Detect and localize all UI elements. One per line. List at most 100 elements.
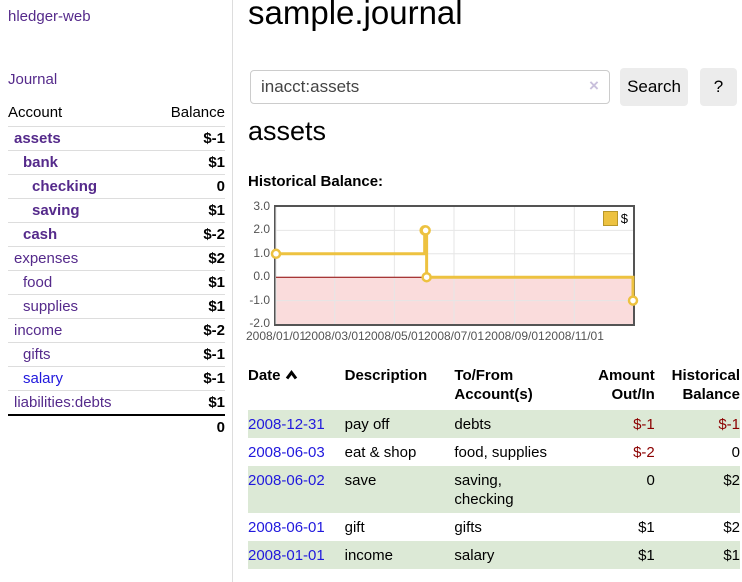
y-axis-tick-label: -2.0 [249, 316, 270, 330]
legend-label: $ [620, 211, 628, 226]
account-link-liabilities-debts[interactable]: liabilities:debts [14, 394, 112, 411]
transaction-balance: $2 [723, 472, 740, 489]
transaction-description: save [344, 472, 377, 489]
register-table: Date Description To/From Account(s) Amou… [248, 364, 740, 569]
account-link-cash[interactable]: cash [23, 226, 58, 243]
column-header-balance: Historical Balance [671, 367, 740, 403]
historical-balance-chart: $ 3.0 2.0 1.0 0.0 -1.0 -2.0 2008/01/01 2008/03/… [245, 199, 742, 350]
search-input[interactable] [250, 70, 610, 104]
accounts-table: Account Balance assets $-1 bank $1 check… [8, 101, 225, 439]
account-link-gifts[interactable]: gifts [23, 346, 51, 363]
register-row: 2008-06-03 eat & shop food, supplies $-2… [248, 438, 740, 466]
account-row: saving $1 [8, 198, 225, 223]
accounts-total-row: 0 [8, 414, 225, 439]
account-title: assets [248, 116, 327, 146]
account-row: supplies $1 [8, 294, 225, 319]
accounts-total-value: 0 [150, 414, 225, 439]
account-balance: $1 [150, 390, 225, 415]
y-axis-tick-label: -1.0 [249, 292, 270, 307]
account-balance: $1 [150, 294, 225, 319]
sidebar-item-journal[interactable]: Journal [8, 71, 58, 88]
transaction-amount: $1 [638, 519, 655, 536]
account-link-saving[interactable]: saving [32, 202, 80, 219]
account-balance: $-2 [150, 222, 225, 247]
transaction-date-link[interactable]: 2008-01-01 [248, 547, 325, 564]
accounts-header-balance: Balance [170, 104, 225, 121]
account-row: cash $-2 [8, 222, 225, 247]
column-header-amount: Amount Out/In [598, 367, 655, 403]
account-link-salary[interactable]: salary [23, 370, 64, 387]
transaction-amount: $-2 [633, 444, 655, 461]
x-axis-tick-label: 2008/07/01 [423, 329, 485, 343]
account-row: liabilities:debts $1 [8, 390, 225, 415]
x-axis-tick-label: 2008/09/01 [484, 329, 545, 343]
x-axis-tick-label: 2008/03/01 [304, 329, 365, 343]
account-balance: $1 [150, 150, 225, 175]
column-header-date[interactable]: Date [248, 364, 345, 410]
x-axis-tick-label: 2008/01/01 [245, 329, 307, 343]
transaction-balance: $2 [723, 519, 740, 536]
transaction-accounts: gifts [454, 519, 482, 536]
brand-link[interactable]: hledger-web [8, 8, 91, 25]
transaction-date-link[interactable]: 2008-06-02 [248, 472, 325, 489]
register-row: 2008-12-31 pay off debts $-1 $-1 [248, 410, 740, 438]
account-row: gifts $-1 [8, 342, 225, 367]
sidebar: hledger-web Journal Account Balance asse… [0, 0, 233, 582]
register-row: 2008-01-01 income salary $1 $1 [248, 541, 740, 569]
clear-search-icon[interactable]: × [589, 76, 599, 95]
column-header-accounts: To/From Account(s) [454, 367, 533, 403]
account-balance: $1 [150, 270, 225, 295]
x-axis-tick-label: 2008/11/01 [544, 329, 604, 343]
transaction-accounts: saving, checking [454, 472, 514, 508]
transaction-description: gift [344, 519, 365, 536]
account-row: food $1 [8, 270, 225, 295]
account-link-bank[interactable]: bank [23, 154, 59, 171]
account-balance: $-1 [150, 342, 225, 367]
account-row: bank $1 [8, 150, 225, 175]
account-row: checking 0 [8, 174, 225, 199]
x-axis-tick-label: 2008/05/01 [364, 329, 425, 343]
search-form: × Search ? [248, 68, 742, 108]
account-balance: 0 [150, 174, 225, 199]
chart-legend: $ [602, 211, 628, 226]
search-button[interactable]: Search [620, 68, 688, 106]
help-button[interactable]: ? [700, 68, 737, 106]
transaction-description: eat & shop [344, 444, 417, 461]
column-header-date-label: Date [248, 367, 281, 384]
account-balance: $-1 [150, 366, 225, 391]
transaction-accounts: food, supplies [454, 444, 547, 461]
chart-label: Historical Balance: [248, 173, 384, 190]
account-balance: $-1 [150, 126, 225, 151]
register-header-row: Date Description To/From Account(s) Amou… [248, 364, 740, 410]
transaction-description: income [344, 547, 393, 564]
accounts-header-account: Account [8, 104, 63, 121]
account-link-supplies[interactable]: supplies [23, 298, 79, 315]
transaction-date-link[interactable]: 2008-06-03 [248, 444, 325, 461]
account-balance: $2 [150, 246, 225, 271]
account-link-expenses[interactable]: expenses [14, 250, 79, 267]
account-link-checking[interactable]: checking [32, 178, 98, 195]
legend-swatch-icon [602, 211, 618, 226]
account-balance: $1 [150, 198, 225, 223]
chart-plot-area: $ [270, 205, 639, 326]
page-title: sample.journal [248, 0, 463, 31]
account-row: expenses $2 [8, 246, 225, 271]
transaction-accounts: salary [454, 547, 495, 564]
account-link-income[interactable]: income [14, 322, 63, 339]
transaction-amount: $-1 [633, 416, 655, 433]
account-balance: $-2 [150, 318, 225, 343]
account-link-food[interactable]: food [23, 274, 53, 291]
account-link-assets[interactable]: assets [14, 130, 61, 147]
transaction-amount: 0 [646, 472, 655, 489]
account-row: assets $-1 [8, 126, 225, 151]
transaction-description: pay off [344, 416, 390, 433]
account-row: salary $-1 [8, 366, 225, 391]
transaction-balance: $1 [723, 547, 740, 564]
transaction-date-link[interactable]: 2008-06-01 [248, 519, 325, 536]
register-row: 2008-06-01 gift gifts $1 $2 [248, 513, 740, 541]
transaction-date-link[interactable]: 2008-12-31 [248, 416, 325, 433]
transaction-accounts: debts [454, 416, 492, 433]
register-row: 2008-06-02 save saving, checking 0 $2 [248, 466, 740, 513]
y-axis-tick-label: 1.0 [253, 245, 270, 260]
column-header-description: Description [344, 367, 428, 384]
